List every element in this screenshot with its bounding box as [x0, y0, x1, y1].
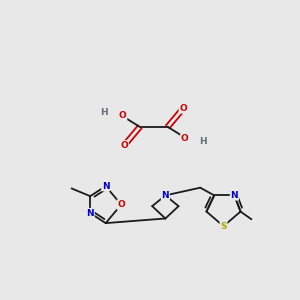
Text: H: H — [200, 137, 207, 146]
Text: O: O — [119, 111, 127, 120]
Text: N: N — [102, 182, 110, 191]
Text: H: H — [100, 108, 108, 117]
Text: N: N — [230, 191, 238, 200]
Text: N: N — [86, 208, 94, 217]
Text: O: O — [181, 134, 189, 143]
Text: N: N — [162, 191, 169, 200]
Text: O: O — [179, 104, 187, 113]
Text: S: S — [220, 222, 227, 231]
Text: O: O — [117, 200, 125, 209]
Text: O: O — [120, 141, 128, 150]
